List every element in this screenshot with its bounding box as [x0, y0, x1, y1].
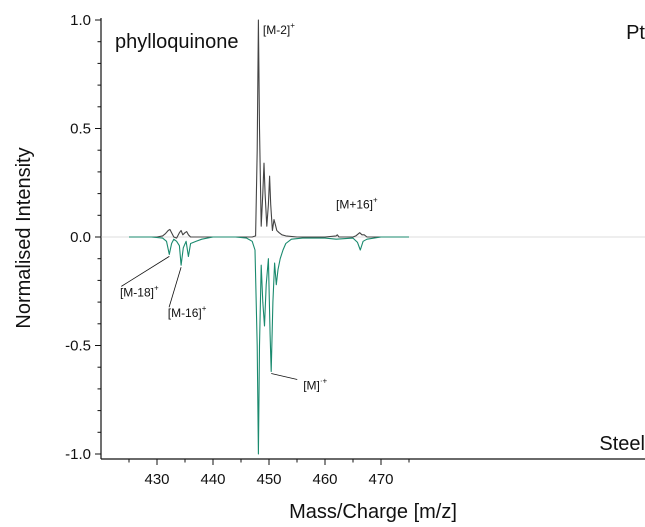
y-tick-label: -1.0: [65, 446, 91, 463]
peak-annotation: [M]·+: [303, 377, 327, 393]
annotation-layer: [M-2]+ [M+16]+ [M-18]+ [M-16]+ [M]·+: [120, 21, 378, 393]
top-surface-label: Pt: [626, 22, 645, 44]
x-axis-title: Mass/Charge [m/z]: [289, 501, 457, 523]
peak-annotation: [M-16]+: [168, 304, 207, 320]
x-tick-label: 430: [144, 471, 169, 488]
y-tick-label: 0.5: [70, 121, 91, 138]
axis-ticks: [95, 19, 410, 465]
y-axis-title: Normalised Intensity: [13, 147, 35, 328]
y-tick-label: 1.0: [70, 12, 91, 29]
series-layer: [129, 19, 409, 455]
peak-annotation: [M-18]+: [120, 283, 159, 299]
x-tick-label: 450: [256, 471, 281, 488]
y-tick-label: 0.0: [70, 229, 91, 246]
spectrum-series-1: [129, 236, 409, 455]
y-tick-labels: -1.0 -0.5 0.0 0.5 1.0: [65, 12, 91, 463]
peak-annotation: [M-2]+: [263, 21, 295, 37]
annotation-leader: [168, 267, 182, 308]
x-tick-labels: 430 440 450 460 470: [144, 471, 393, 488]
y-tick-label: -0.5: [65, 338, 91, 355]
peak-annotation: [M+16]+: [336, 195, 378, 211]
x-tick-label: 460: [312, 471, 337, 488]
annotation-leader: [121, 256, 170, 287]
x-tick-label: 440: [200, 471, 225, 488]
spectrum-series-0: [129, 19, 409, 239]
annotation-leader: [271, 373, 298, 380]
x-tick-label: 470: [368, 471, 393, 488]
bottom-surface-label: Steel: [599, 433, 645, 455]
compound-label: phylloquinone: [115, 31, 238, 53]
